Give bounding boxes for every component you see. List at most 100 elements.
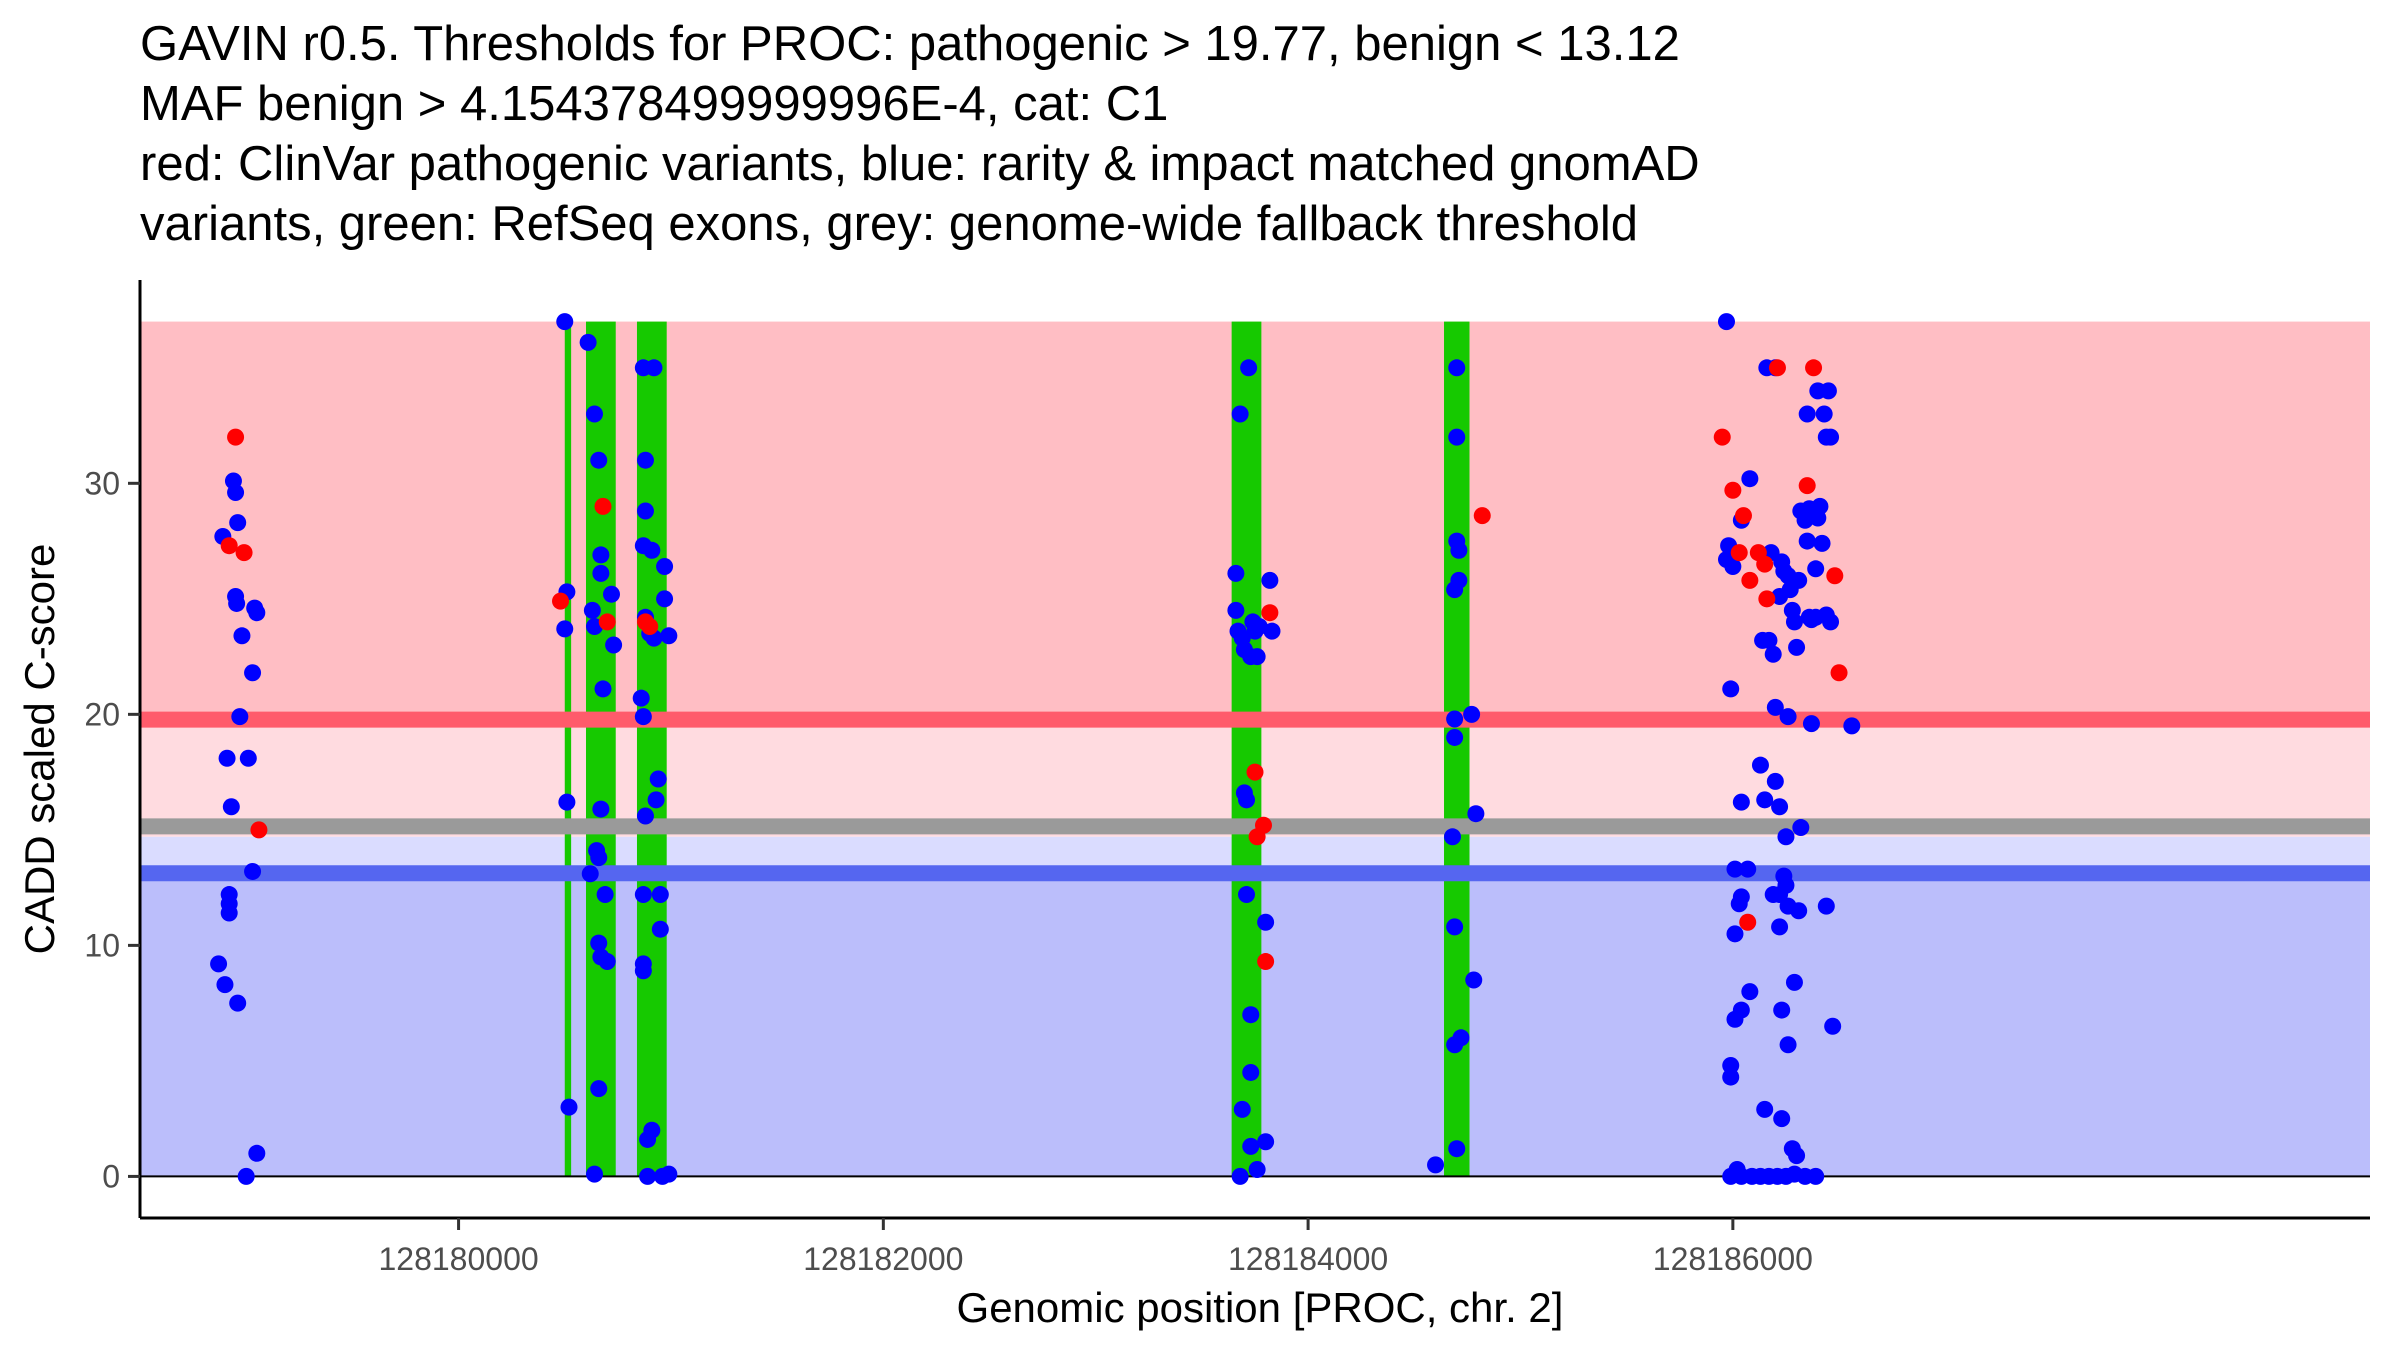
point-gnomad-134 [1764,645,1782,663]
point-gnomad-58 [647,791,665,809]
point-gnomad-156 [1798,405,1816,423]
point-pathogenic-1 [227,428,245,446]
point-gnomad-118 [1717,313,1735,331]
point-pathogenic-29 [1830,664,1848,682]
point-gnomad-20 [248,604,266,622]
point-gnomad-100 [1231,1167,1249,1185]
x-tick-label-1: 128180000 [378,1241,538,1277]
point-gnomad-51 [636,451,654,469]
point-gnomad-160 [1843,717,1861,735]
point-gnomad-96 [1233,1100,1251,1118]
point-pathogenic-18 [1730,544,1748,562]
title-line-3: red: ClinVar pathogenic variants, blue: … [140,137,1700,191]
point-gnomad-23 [248,1144,266,1162]
point-gnomad-38 [592,546,610,564]
point-gnomad-10 [227,484,245,502]
point-pathogenic-26 [1805,359,1823,377]
thresholds-layer [140,711,2370,882]
point-gnomad-167 [1771,798,1789,816]
point-gnomad-110 [1467,805,1485,823]
point-gnomad-185 [1726,1010,1744,1028]
point-pathogenic-23 [1758,590,1776,608]
point-gnomad-139 [1790,571,1808,589]
point-gnomad-195 [1788,1147,1806,1165]
point-gnomad-44 [598,953,616,971]
point-gnomad-107 [1446,710,1464,728]
title-line-2: MAF benign > 4.154378499999996E-4, cat: … [140,77,1169,131]
point-gnomad-85 [1238,886,1256,904]
point-gnomad-75 [660,1165,678,1183]
point-gnomad-60 [651,886,669,904]
point-gnomad-115 [1452,1029,1470,1047]
point-gnomad-45 [602,585,620,603]
points-layer [210,313,1861,1185]
point-pathogenic-28 [1826,567,1844,585]
point-gnomad-28 [560,1098,578,1116]
point-gnomad-162 [1779,708,1797,726]
point-gnomad-168 [1739,860,1757,878]
point-gnomad-187 [1722,1068,1740,1086]
point-gnomad-77 [1227,601,1245,619]
point-pathogenic-15 [1473,507,1491,525]
point-gnomad-72 [643,1121,661,1139]
point-pathogenic-13 [1257,953,1275,971]
point-gnomad-7 [220,904,238,922]
point-gnomad-101 [1448,359,1466,377]
point-gnomad-36 [590,849,608,867]
point-gnomad-50 [645,359,663,377]
x-tick-label-3: 128184000 [1228,1241,1388,1277]
point-pathogenic-12 [1254,816,1272,834]
point-gnomad-84 [1240,359,1258,377]
exons-layer [564,321,1470,1177]
point-gnomad-112 [1446,918,1464,936]
point-pathogenic-3 [235,544,253,562]
point-gnomad-48 [585,1165,603,1183]
point-gnomad-164 [1756,791,1774,809]
point-gnomad-165 [1766,772,1784,790]
point-gnomad-182 [1817,897,1835,915]
point-gnomad-1 [210,955,228,973]
title-line-1: GAVIN r0.5. Thresholds for PROC: pathoge… [140,17,1680,71]
point-gnomad-147 [1807,560,1825,578]
point-gnomad-102 [1448,428,1466,446]
point-gnomad-95 [1242,1063,1260,1081]
point-gnomad-183 [1741,983,1759,1001]
exon-3 [636,321,667,1177]
point-gnomad-193 [1773,1110,1791,1128]
axes-layer [138,280,2370,1220]
point-gnomad-21 [244,862,262,880]
point-gnomad-161 [1766,698,1784,716]
point-gnomad-97 [1242,1137,1260,1155]
point-gnomad-65 [632,689,650,707]
point-gnomad-169 [1726,860,1744,878]
point-gnomad-191 [1824,1017,1842,1035]
point-gnomad-66 [634,708,652,726]
point-gnomad-26 [556,620,574,638]
point-gnomad-79 [1231,405,1249,423]
point-gnomad-158 [1822,613,1840,631]
title-line-4: variants, green: RefSeq exons, grey: gen… [140,197,1639,251]
point-gnomad-22 [237,1167,255,1185]
x-tick-label-4: 128186000 [1653,1241,1813,1277]
point-gnomad-93 [1257,913,1275,931]
ticks-layer: 128180000 128182000 128184000 128186000 0 10 2… [84,465,1813,1277]
point-gnomad-189 [1785,973,1803,991]
point-gnomad-56 [643,541,661,559]
point-gnomad-62 [656,557,674,575]
point-gnomad-15 [231,708,249,726]
y-tick-label-3: 20 [84,696,120,732]
point-gnomad-18 [244,664,262,682]
point-gnomad-153 [1822,428,1840,446]
point-gnomad-4 [218,749,236,767]
point-gnomad-52 [636,502,654,520]
point-gnomad-42 [594,680,612,698]
point-gnomad-206 [1807,1167,1825,1185]
point-gnomad-27 [558,793,576,811]
y-tick-label-2: 10 [84,927,120,963]
point-gnomad-76 [1227,564,1245,582]
point-gnomad-43 [596,886,614,904]
point-gnomad-24 [556,313,574,331]
point-pathogenic-2 [220,537,238,555]
point-gnomad-106 [1446,581,1464,599]
point-pathogenic-17 [1724,481,1742,499]
